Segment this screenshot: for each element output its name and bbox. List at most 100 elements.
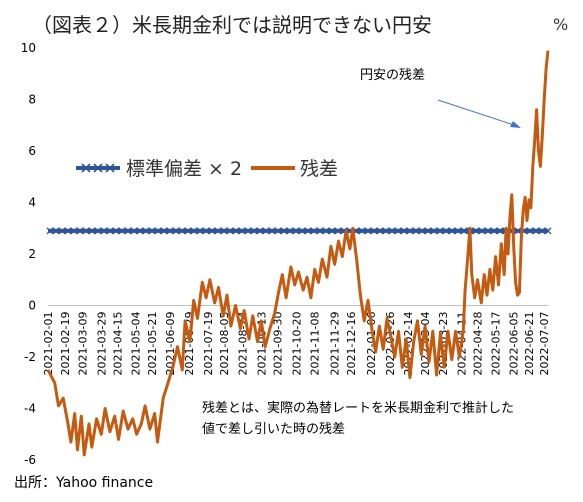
sd-marker [46, 227, 54, 235]
residual-series-line [46, 50, 550, 457]
sd-marker [526, 227, 534, 235]
x-tick-label: 2021-10-20 [291, 312, 304, 376]
sd-marker [136, 227, 144, 235]
sd-marker [298, 227, 306, 235]
sd-marker [358, 227, 366, 235]
sd-marker [424, 227, 432, 235]
sd-marker [130, 227, 138, 235]
y-tick-label: 4 [28, 196, 36, 210]
sd-marker [448, 227, 456, 235]
sd-marker [70, 227, 78, 235]
sd-marker [268, 227, 276, 235]
sd-marker [82, 227, 90, 235]
sd-marker [382, 227, 390, 235]
sd-marker [280, 227, 288, 235]
sd-marker [256, 227, 264, 235]
sd-marker [364, 227, 372, 235]
sd-marker [484, 227, 492, 235]
sd-marker [202, 227, 210, 235]
x-tick-label: 2021-06-09 [164, 312, 177, 376]
sd-marker [412, 227, 420, 235]
source-label: 出所：Yahoo finance [14, 475, 153, 491]
sd-marker [430, 227, 438, 235]
sd-marker [334, 227, 342, 235]
x-tick-label: 2021-04-15 [112, 312, 125, 376]
sd-marker [292, 227, 300, 235]
sd-marker [148, 227, 156, 235]
sd-marker [538, 227, 546, 235]
sd-marker [418, 227, 426, 235]
sd-marker [478, 227, 486, 235]
legend-sd-marker [93, 163, 103, 173]
sd-marker [490, 227, 498, 235]
sd-marker [496, 227, 504, 235]
sd-marker [376, 227, 384, 235]
sd-marker [58, 227, 66, 235]
sd-marker [52, 227, 60, 235]
sd-marker [64, 227, 72, 235]
sd-marker [244, 227, 252, 235]
sd-marker [124, 227, 132, 235]
sd-marker [112, 227, 120, 235]
y-tick-label: -2 [24, 350, 36, 364]
sd-marker [106, 227, 114, 235]
x-tick-label: 2022-07-07 [538, 312, 551, 376]
x-tick-label: 2022-06-05 [508, 312, 521, 376]
y-tick-label: -4 [24, 402, 36, 416]
note-line-2: 値で差し引いた時の残差 [202, 421, 345, 437]
sd-marker [184, 227, 192, 235]
unit-label: % [553, 15, 568, 34]
y-tick-label: 8 [28, 93, 36, 107]
x-tick-label: 2021-05-04 [130, 312, 143, 376]
sd-marker [328, 227, 336, 235]
sd-marker [160, 227, 168, 235]
x-tick-label: 2022-01-06 [365, 312, 378, 376]
legend-residual-label: 残差 [300, 158, 338, 180]
legend-sd-marker [105, 163, 115, 173]
sd-marker [226, 227, 234, 235]
sd-marker [460, 227, 468, 235]
sd-marker [442, 227, 450, 235]
sd-series [46, 227, 552, 235]
sd-marker [214, 227, 222, 235]
x-tick-label: 2022-05-17 [490, 311, 503, 375]
legend-sd-label: 標準偏差 × 2 [126, 158, 242, 180]
sd-marker [196, 227, 204, 235]
sd-marker [250, 227, 258, 235]
x-tick-label: 2021-07-19 [202, 312, 215, 376]
sd-marker [208, 227, 216, 235]
y-tick-label: 10 [21, 41, 36, 55]
sd-marker [220, 227, 228, 235]
x-tick-label: 2021-08-05 [218, 312, 231, 376]
x-tick-label: 2021-11-08 [309, 312, 322, 376]
sd-marker [100, 227, 108, 235]
sd-marker [406, 227, 414, 235]
legend: 標準偏差 × 2 残差 [76, 158, 338, 180]
annotation-label: 円安の残差 [360, 68, 425, 83]
x-tick-label: 2021-05-21 [146, 312, 159, 376]
x-tick-label: 2021-03-09 [76, 312, 89, 376]
sd-marker [238, 227, 246, 235]
chart-title: （図表２）米長期金利では説明できない円安 [32, 13, 432, 37]
sd-marker [232, 227, 240, 235]
sd-marker [394, 227, 402, 235]
sd-marker [472, 227, 480, 235]
sd-marker [532, 227, 540, 235]
sd-marker [118, 227, 126, 235]
sd-marker [88, 227, 96, 235]
x-tick-label: 2021-09-30 [272, 312, 285, 376]
sd-marker [172, 227, 180, 235]
sd-marker [454, 227, 462, 235]
x-axis: 2021-02-01 2021-02-19 2021-03-09 2021-03-29… [42, 311, 551, 375]
sd-marker [76, 227, 84, 235]
sd-marker [370, 227, 378, 235]
sd-marker [310, 227, 318, 235]
sd-marker [274, 227, 282, 235]
y-axis: 10 8 6 4 2 0 -2 -4 -6 [21, 41, 36, 467]
legend-sd-markers [81, 163, 115, 173]
sd-marker [178, 227, 186, 235]
sd-marker [436, 227, 444, 235]
sd-marker [388, 227, 396, 235]
sd-marker [166, 227, 174, 235]
x-tick-label: 2021-12-16 [345, 312, 358, 376]
